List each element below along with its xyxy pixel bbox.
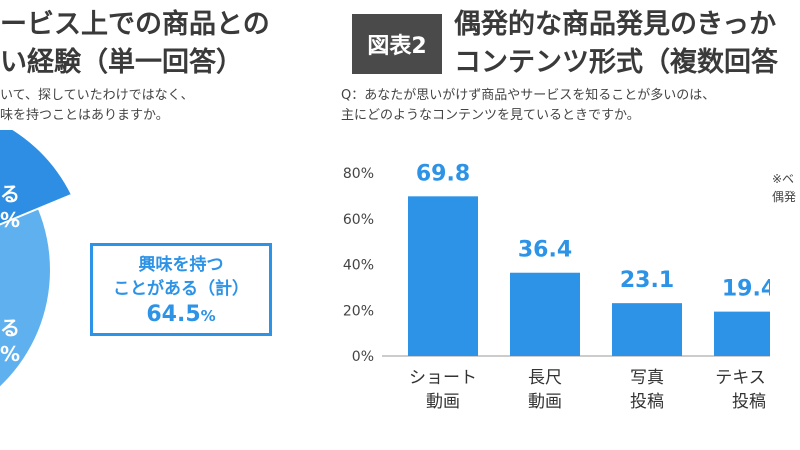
- x-tick-label: 長尺: [528, 368, 562, 388]
- x-tick-label: 動画: [426, 392, 460, 412]
- pie-chart: る % る %: [0, 130, 90, 420]
- bar: [510, 272, 580, 356]
- right-title-line-2: コンテンツ形式（複数回答: [454, 47, 778, 78]
- right-chart-title: 偶発的な商品発見のきっか コンテンツ形式（複数回答: [454, 6, 800, 82]
- left-question-line-1: いて、探していたわけではなく、: [0, 88, 194, 103]
- chart-note-line-2: 偶発: [772, 190, 797, 204]
- left-question-line-2: 味を持つことはありますか。: [0, 108, 169, 123]
- summary-value: 64.5: [146, 302, 201, 327]
- right-question: Q：あなたが思いがけず商品やサービスを知ることが多いのは、 主にどのようなコンテ…: [341, 86, 800, 126]
- x-tick-label: ショート: [409, 368, 477, 388]
- bar: [714, 311, 770, 356]
- summary-line-2: ことがある（計）: [113, 279, 249, 299]
- left-title-line-1: ービス上での商品との: [0, 9, 270, 40]
- pie-label-light-2: %: [0, 342, 21, 366]
- right-title-line-1: 偶発的な商品発見のきっか: [454, 9, 777, 40]
- right-question-line-1: Q：あなたが思いがけず商品やサービスを知ることが多いのは、: [341, 88, 716, 103]
- data-label: 23.1: [620, 268, 674, 293]
- y-tick-label: 20%: [343, 303, 374, 319]
- summary-value-row: 64.5%: [93, 301, 269, 330]
- y-tick-label: 40%: [343, 258, 374, 274]
- data-label: 19.4: [722, 277, 770, 302]
- left-question: いて、探していたわけではなく、 味を持つことはありますか。: [0, 86, 300, 126]
- pie-label-dark-1: る: [0, 182, 20, 206]
- data-label: 36.4: [518, 238, 572, 263]
- x-tick-label: テキスト: [715, 368, 770, 388]
- left-chart-title: ービス上での商品との い経験（単一回答）: [0, 6, 310, 82]
- pie-label-dark-2: %: [0, 208, 21, 232]
- figure-badge: 図表2: [352, 14, 442, 74]
- right-question-line-2: 主にどのようなコンテンツを見ているときですか。: [341, 108, 640, 123]
- x-tick-label: 投稿: [732, 392, 766, 412]
- bar: [408, 196, 478, 356]
- pie-slice-dark: [0, 130, 71, 225]
- pie-svg: [0, 130, 72, 387]
- left-title-line-2: い経験（単一回答）: [0, 47, 243, 78]
- summary-line-1: 興味を持つ: [138, 255, 224, 275]
- pie-label-light-1: る: [0, 316, 20, 340]
- y-tick-label: 80%: [343, 166, 374, 182]
- summary-box: 興味を持つ ことがある（計） 64.5%: [90, 243, 272, 336]
- data-label: 69.8: [416, 161, 470, 186]
- y-tick-label: 60%: [343, 212, 374, 228]
- pie-divider: [0, 194, 72, 226]
- chart-note-line-1: ※ベ: [772, 172, 795, 186]
- y-tick-label: 0%: [352, 349, 374, 365]
- x-tick-label: 投稿: [630, 392, 664, 412]
- chart-note: ※ベ 偶発: [772, 170, 800, 206]
- bar: [612, 303, 682, 356]
- summary-unit: %: [200, 307, 216, 325]
- x-tick-label: 動画: [528, 392, 562, 412]
- x-tick-label: 写真: [630, 368, 664, 388]
